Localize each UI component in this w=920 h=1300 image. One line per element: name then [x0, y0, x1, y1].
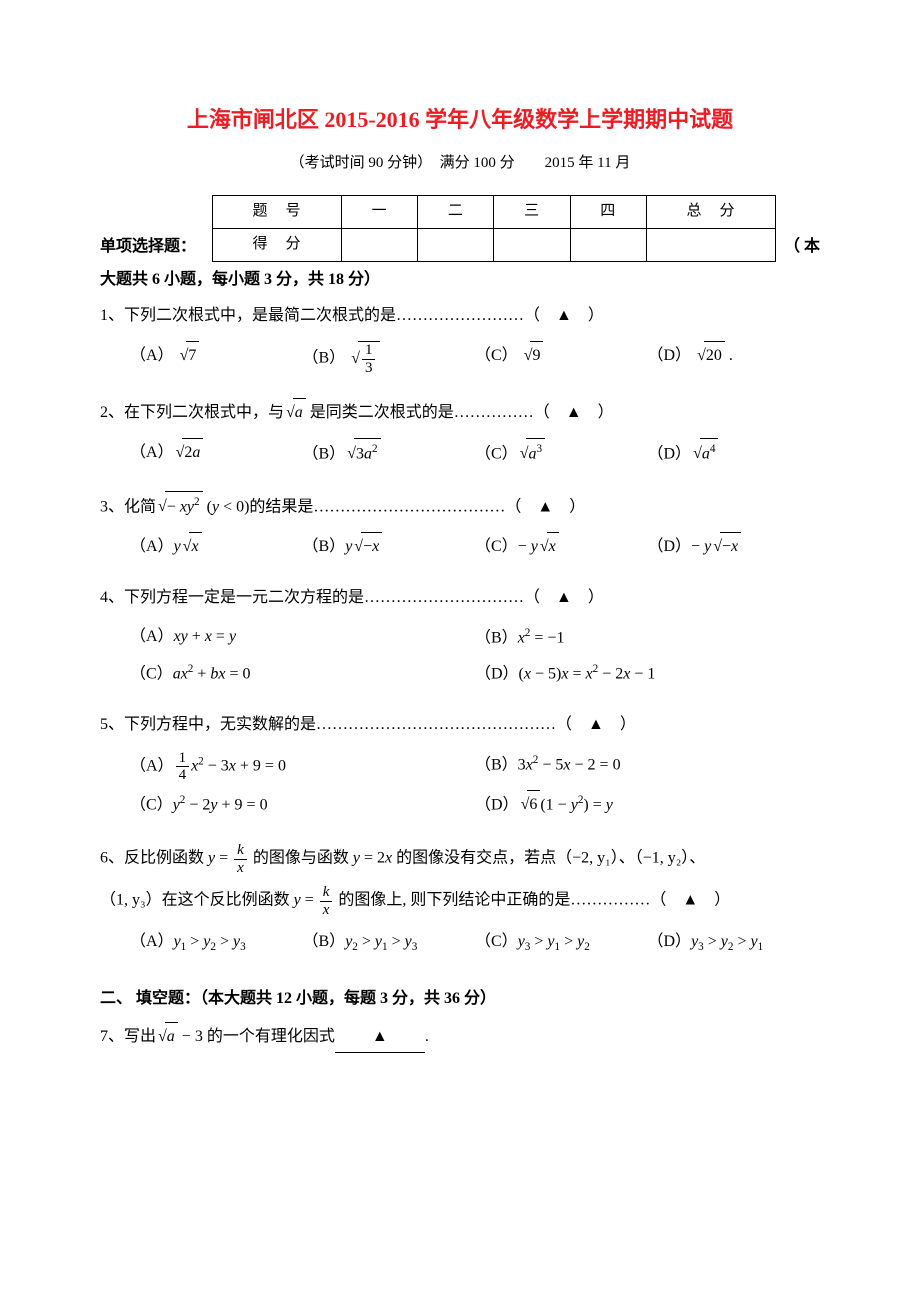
- question-6b: （1, y₃）在这个反比例函数 y = kx 的图像上, 则下列结论中正确的是……: [100, 884, 820, 918]
- q3-opt-c: （C）− yx: [475, 532, 648, 562]
- q2-opt-b: （B）3a2: [303, 438, 476, 469]
- q6-opt-d: （D）y3 > y2 > y1: [648, 928, 821, 957]
- q4-options: （A）xy + x = y （B）x2 = −1 （C）ax2 + bx = 0…: [130, 623, 820, 695]
- q3-options: （A）yx （B）y−x （C）− yx （D）− y−x: [130, 532, 820, 568]
- question-1: 1、下列二次根式中，是最简二次根式的是……………………（ ▲ ）: [100, 302, 820, 331]
- q3-opt-d: （D）− y−x: [648, 532, 821, 562]
- q1-opt-c: （C） 9: [475, 341, 648, 376]
- q1-opt-b: （B） 13: [303, 341, 476, 376]
- q1-opt-a: （A） 7: [130, 341, 303, 376]
- q5-opt-a: （A）14x2 − 3x + 9 = 0: [130, 750, 475, 784]
- q2-opt-d: （D）a4: [648, 438, 821, 469]
- q6-opt-a: （A）y1 > y2 > y3: [130, 928, 303, 957]
- q4-opt-c: （C）ax2 + bx = 0: [130, 659, 475, 689]
- question-6: 6、反比例函数 y = kx 的图像与函数 y = 2x 的图像没有交点，若点（…: [100, 842, 820, 876]
- question-7: 7、写出a − 3 的一个有理化因式▲.: [100, 1022, 820, 1053]
- th-num: 题号: [213, 195, 342, 228]
- score-table: 题号 一 二 三 四 总分 得分: [212, 195, 776, 262]
- section1-prefix: 单项选择题：: [100, 233, 196, 262]
- section-2-title: 二、 填空题：（本大题共 12 小题，每题 3 分，共 36 分）: [100, 985, 820, 1014]
- q4-opt-d: （D）(x − 5)x = x2 − 2x − 1: [475, 659, 820, 689]
- question-3: 3、化简− xy2 (y < 0)的结果是………………………………（ ▲ ）: [100, 491, 820, 522]
- q6-opt-b: （B）y2 > y1 > y3: [303, 928, 476, 957]
- q3-opt-b: （B）y−x: [303, 532, 476, 562]
- th-1: 一: [342, 195, 418, 228]
- th-4: 四: [570, 195, 646, 228]
- q2-options: （A）2a （B）3a2 （C）a3 （D）a4: [130, 438, 820, 475]
- q1-options: （A） 7 （B） 13 （C） 9 （D） 20 .: [130, 341, 820, 382]
- q1-opt-d: （D） 20 .: [648, 341, 821, 376]
- th-3: 三: [494, 195, 570, 228]
- q2-opt-c: （C）a3: [475, 438, 648, 469]
- question-2: 2、在下列二次根式中，与a 是同类二次根式的是……………（ ▲ ）: [100, 398, 820, 428]
- q5-opt-b: （B）3x2 − 5x − 2 = 0: [475, 750, 820, 784]
- q5-options: （A）14x2 − 3x + 9 = 0 （B）3x2 − 5x − 2 = 0…: [130, 750, 820, 826]
- section1-line2: 大题共 6 小题，每小题 3 分，共 18 分）: [100, 266, 820, 295]
- q4-opt-b: （B）x2 = −1: [475, 623, 820, 653]
- q4-opt-a: （A）xy + x = y: [130, 623, 475, 653]
- exam-subtitle: （考试时间 90 分钟） 满分 100 分 2015 年 11 月: [100, 150, 820, 177]
- question-5: 5、下列方程中，无实数解的是………………………………………（ ▲ ）: [100, 711, 820, 740]
- q6-options: （A）y1 > y2 > y3 （B）y2 > y1 > y3 （C）y3 > …: [130, 928, 820, 963]
- q6-opt-c: （C）y3 > y1 > y2: [475, 928, 648, 957]
- th-total: 总分: [646, 195, 775, 228]
- score-row: 单项选择题： 题号 一 二 三 四 总分 得分 （ 本: [100, 195, 820, 262]
- td-score: 得分: [213, 228, 342, 261]
- th-2: 二: [418, 195, 494, 228]
- question-4: 4、下列方程一定是一元二次方程的是…………………………（ ▲ ）: [100, 584, 820, 613]
- q3-opt-a: （A）yx: [130, 532, 303, 562]
- q2-opt-a: （A）2a: [130, 438, 303, 469]
- section1-suffix: （ 本: [784, 233, 820, 262]
- exam-title: 上海市闸北区 2015-2016 学年八年级数学上学期期中试题: [100, 100, 820, 140]
- q5-opt-d: （D）6(1 − y2) = y: [475, 790, 820, 820]
- q5-opt-c: （C）y2 − 2y + 9 = 0: [130, 790, 475, 820]
